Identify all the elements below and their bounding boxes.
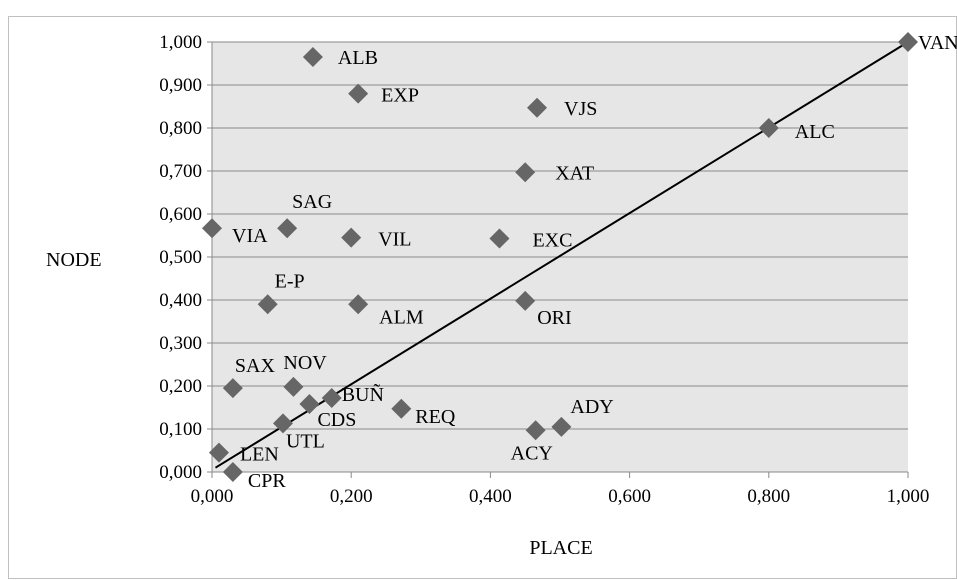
data-point-marker (222, 462, 243, 482)
data-point-marker (222, 378, 243, 399)
y-tick-label: 1,000 (159, 32, 202, 53)
data-point-marker (348, 294, 369, 315)
data-point-marker (551, 416, 572, 437)
data-point-marker (527, 97, 548, 118)
data-point-label: CDS (317, 409, 356, 431)
data-point-label: BUÑ (342, 382, 384, 406)
data-point-label: ALB (338, 47, 378, 69)
data-point-label: SAX (235, 355, 276, 377)
data-point-label: XAT (555, 162, 594, 184)
data-point-marker (257, 294, 278, 315)
x-tick-label: 0,000 (191, 486, 234, 507)
data-points (202, 32, 918, 482)
data-point-marker (321, 388, 342, 409)
y-tick-label: 0,000 (159, 462, 202, 483)
data-point-label: E-P (275, 270, 305, 292)
data-point-marker (272, 413, 293, 434)
data-point-label: EXP (381, 85, 419, 107)
data-point-label: VIA (232, 225, 268, 247)
data-point-label: VJS (564, 98, 597, 120)
y-tick-label: 0,700 (159, 161, 202, 182)
data-point-label: SAG (292, 191, 332, 213)
x-axis-title: PLACE (529, 537, 592, 559)
data-point-label: ALC (795, 121, 835, 143)
data-point-marker (525, 420, 546, 441)
data-point-marker (515, 290, 536, 311)
x-tick-label: 0,600 (608, 486, 651, 507)
data-point-marker (299, 394, 320, 415)
data-point-marker (208, 442, 229, 463)
data-point-label: CPR (248, 470, 286, 492)
y-tick-label: 0,200 (159, 376, 202, 397)
data-point-label: VIL (378, 229, 411, 251)
data-point-marker (277, 218, 298, 239)
y-axis-title: NODE (46, 249, 102, 271)
gridlines (212, 41, 908, 430)
data-point-label: EXC (532, 230, 572, 252)
x-tick-label: 1,000 (887, 486, 930, 507)
y-tick-label: 0,800 (159, 118, 202, 139)
y-tick-label: 0,600 (159, 204, 202, 225)
data-point-marker (489, 228, 510, 249)
data-point-label: UTL (286, 430, 325, 452)
data-point-marker (515, 162, 536, 183)
data-point-marker (283, 376, 304, 397)
x-tick-label: 0,400 (469, 486, 512, 507)
data-point-marker (898, 32, 918, 52)
data-point-marker (391, 398, 412, 419)
data-point-label: NOV (283, 352, 327, 374)
data-point-marker (202, 218, 222, 239)
data-point-marker (348, 83, 369, 104)
data-point-label: ADY (570, 396, 613, 418)
y-tick-label: 0,500 (159, 247, 202, 268)
data-point-label: VAN (918, 32, 957, 54)
y-tick-label: 0,900 (159, 75, 202, 96)
data-point-label: ORI (537, 307, 571, 329)
x-tick-label: 0,200 (330, 486, 373, 507)
axes: 0,000 0,100 0,200 0,300 0,400 0,500 0,600 0,700… (159, 32, 929, 507)
x-tick-label: 0,800 (747, 486, 790, 507)
y-tick-label: 0,100 (159, 419, 202, 440)
data-point-label: ACY (511, 442, 553, 464)
data-point-label: LEN (240, 444, 279, 466)
data-point-label: REQ (415, 406, 456, 428)
data-point-marker (758, 118, 779, 138)
data-point-label: ALM (379, 306, 424, 328)
data-point-marker (302, 47, 323, 68)
y-tick-label: 0,300 (159, 333, 202, 354)
data-point-marker (341, 227, 362, 248)
y-tick-label: 0,400 (159, 290, 202, 311)
